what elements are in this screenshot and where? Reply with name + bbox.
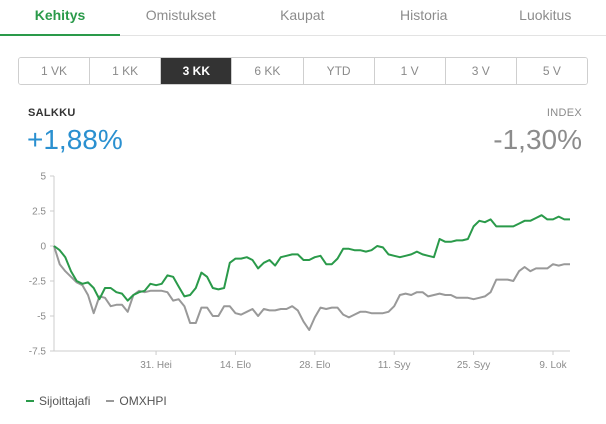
legend-item-sijoittajafi[interactable]: Sijoittajafi [26,394,90,408]
x-tick-label: 9. Lok [539,360,567,371]
y-tick-label: -2.5 [29,277,47,288]
range-1v-button[interactable]: 1 V [374,58,446,84]
chart-legend: Sijoittajafi OMXHPI [26,394,167,408]
range-3kk-button[interactable]: 3 KK [161,58,233,84]
x-tick-label: 11. Syy [378,360,411,371]
range-1kk-button[interactable]: 1 KK [90,58,162,84]
tab-kehitys[interactable]: Kehitys [0,0,120,36]
index-label: INDEX [546,107,582,119]
tab-omistukset[interactable]: Omistukset [145,7,216,23]
tab-kaupat[interactable]: Kaupat [280,7,325,23]
performance-chart: 5 2.5 0 -2.5 -5 -7.5 31. Hei 14. Elo 28. Elo 11. … [29,172,570,371]
index-return: -1,30% [493,124,582,155]
x-tick-label: 31. Hei [140,360,172,371]
portfolio-return: +1,88% [27,124,123,155]
legend-item-omxhpi[interactable]: OMXHPI [106,394,167,408]
tab-historia[interactable]: Historia [400,7,448,23]
legend-label-sijoittajafi: Sijoittajafi [39,394,91,408]
legend-swatch-gray [106,400,115,402]
y-tick-label: 5 [40,172,46,183]
x-tick-label: 25. Syy [457,360,490,371]
range-1vk-button[interactable]: 1 VK [19,58,91,84]
x-tick-label: 14. Elo [220,360,252,371]
legend-label-omxhpi: OMXHPI [119,394,167,408]
tab-luokitus[interactable]: Luokitus [519,7,572,23]
x-tick-label: 28. Elo [299,360,331,371]
time-range-selector: 1 VK 1 KK 3 KK 6 KK YTD 1 V 3 V 5 V [18,57,588,85]
y-tick-label: -7.5 [29,347,47,358]
y-tick-label: 2.5 [32,207,46,218]
portfolio-label: SALKKU [28,107,76,119]
range-5v-button[interactable]: 5 V [516,58,587,84]
range-6kk-button[interactable]: 6 KK [232,58,304,84]
range-ytd-button[interactable]: YTD [303,58,375,84]
series-line-sijoittajafi [53,214,570,302]
y-tick-label: 0 [40,242,46,253]
y-tick-label: -5 [37,312,46,323]
tab-bar: Kehitys Omistukset Kaupat Historia Luoki… [0,0,606,36]
range-3v-button[interactable]: 3 V [445,58,517,84]
legend-swatch-green [26,400,34,402]
